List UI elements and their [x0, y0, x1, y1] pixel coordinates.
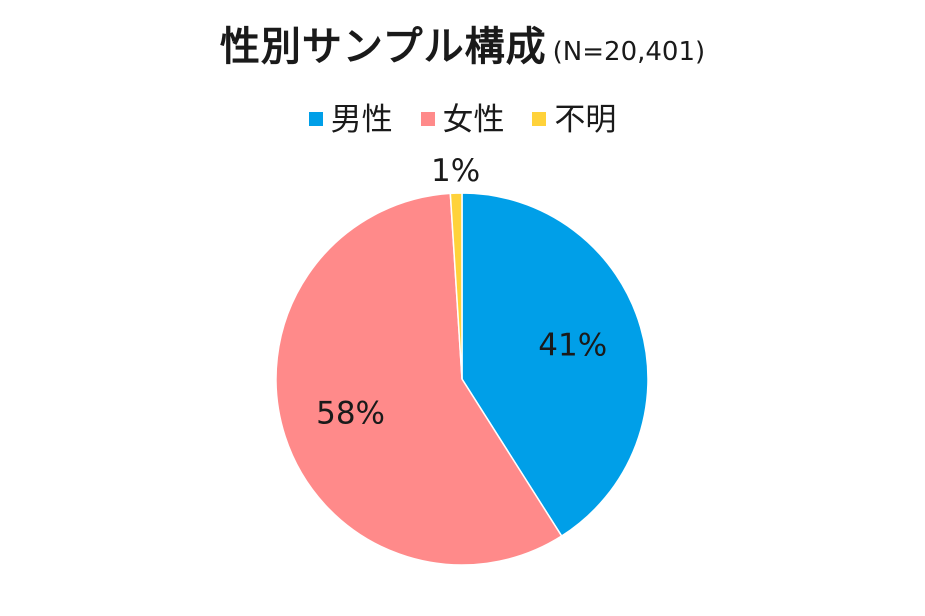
legend-label-female: 女性	[442, 102, 505, 138]
legend-item-unknown: 不明	[532, 94, 616, 139]
chart-title-note: (N=20,401)	[552, 37, 706, 67]
legend-item-male: 男性	[308, 94, 393, 139]
legend-item-female: 女性	[420, 94, 505, 139]
data-label-male: 41%	[538, 327, 607, 363]
data-label-female: 58%	[316, 396, 385, 432]
data-label-unknown: 1%	[431, 153, 480, 189]
chart-title: 性別サンプル構成 (N=20,401)	[0, 14, 925, 72]
legend: 男性 女性 不明	[0, 94, 925, 139]
chart-title-main: 性別サンプル構成	[219, 24, 547, 70]
legend-swatch-female	[420, 112, 435, 126]
legend-label-male: 男性	[330, 102, 393, 138]
pie-slice-unknown	[449, 192, 463, 380]
pie-slice-male	[461, 192, 649, 538]
legend-swatch-male	[308, 112, 323, 126]
legend-swatch-unknown	[532, 112, 547, 126]
pie-slice-female	[275, 192, 563, 566]
legend-label-unknown: 不明	[554, 102, 617, 138]
